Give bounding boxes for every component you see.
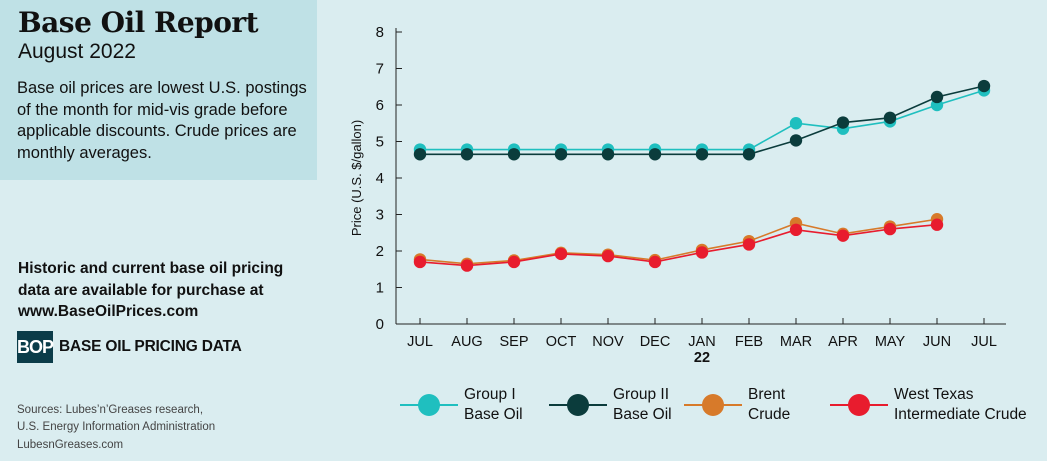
series-group-ii-base-oil bbox=[413, 79, 991, 161]
y-axis-title: Price (U.S. $/gallon) bbox=[349, 120, 364, 236]
x-tick-label-aug-1: AUG bbox=[451, 334, 482, 350]
legend-label-wti-l1: West Texas bbox=[894, 386, 974, 403]
y-tick-label-5: 5 bbox=[376, 134, 384, 151]
series-line-west-texas-intermediate-crude bbox=[419, 223, 938, 267]
y-tick-label-0: 0 bbox=[376, 316, 384, 333]
point-group-ii-base-oil-jul-12 bbox=[977, 79, 991, 93]
point-west-texas-intermediate-crude-apr-9 bbox=[836, 229, 850, 242]
x-tick-label-sep-2: SEP bbox=[499, 334, 528, 350]
legend-label-brent-l1: Brent bbox=[748, 386, 786, 403]
series-line-brent-crude bbox=[419, 218, 938, 265]
legend-label-group2-l1: Group II bbox=[613, 386, 669, 403]
title-panel: Base Oil Report August 2022 Base oil pri… bbox=[0, 0, 317, 180]
series-group-i-base-oil bbox=[413, 84, 991, 156]
x-tick-sublabel-jan: 22 bbox=[694, 350, 710, 366]
point-group-ii-base-oil-jun-11 bbox=[930, 90, 944, 104]
legend-item-group1: Group I Base Oil bbox=[400, 383, 604, 427]
point-west-texas-intermediate-crude-feb-7 bbox=[742, 238, 756, 251]
point-west-texas-intermediate-crude-jan-6 bbox=[695, 246, 709, 259]
point-group-ii-base-oil-mar-8 bbox=[789, 134, 803, 147]
report-title: Base Oil Report bbox=[18, 6, 259, 39]
x-tick-label-jul-0: JUL bbox=[407, 334, 433, 350]
bop-logo: BOP BASE OIL PRICING DATA bbox=[17, 330, 242, 364]
x-tick-label-jul-12: JUL bbox=[971, 334, 997, 350]
legend-item-group2: Group II Base Oil bbox=[549, 383, 753, 427]
bop-logo-mark: BOP bbox=[17, 331, 54, 363]
point-west-texas-intermediate-crude-aug-1 bbox=[460, 259, 474, 272]
site-credit: LubesnGreases.com bbox=[17, 439, 124, 451]
series-brent-crude bbox=[413, 213, 944, 270]
point-west-texas-intermediate-crude-may-10 bbox=[883, 222, 897, 236]
point-group-i-base-oil-mar-8 bbox=[789, 117, 803, 130]
x-tick-label-dec-5: DEC bbox=[640, 334, 671, 350]
x-tick-label-jun-11: JUN bbox=[923, 334, 951, 350]
x-tick-label-feb-7: FEB bbox=[735, 334, 763, 350]
price-line-chart: 0 1 2 3 4 5 6 7 8 Price (U.S. $/gallon) JUL AUG SEP O… bbox=[349, 24, 1006, 366]
y-tick-label-1: 1 bbox=[376, 280, 384, 297]
report-date: August 2022 bbox=[18, 40, 136, 63]
point-group-ii-base-oil-aug-1 bbox=[460, 148, 474, 161]
x-tick-label-mar-8: MAR bbox=[780, 334, 812, 350]
point-west-texas-intermediate-crude-nov-4 bbox=[601, 249, 615, 263]
point-group-ii-base-oil-apr-9 bbox=[836, 116, 850, 129]
point-west-texas-intermediate-crude-jun-11 bbox=[930, 218, 944, 231]
chart-axes: 0 1 2 3 4 5 6 7 8 Price (U.S. $/gallon) JUL AUG SEP O… bbox=[349, 24, 1006, 366]
series-west-texas-intermediate-crude bbox=[413, 218, 944, 272]
y-tick-label-7: 7 bbox=[376, 61, 384, 78]
legend-swatch-brent bbox=[684, 383, 742, 427]
point-group-ii-base-oil-feb-7 bbox=[742, 148, 756, 161]
promo-line-2: data are available for purchase at bbox=[18, 281, 264, 299]
legend-label-brent-l2: Crude bbox=[748, 406, 791, 423]
point-west-texas-intermediate-crude-jul-0 bbox=[413, 255, 427, 269]
legend-label-group1-l2: Base Oil bbox=[464, 406, 523, 423]
legend-item-brent: Brent Crude bbox=[684, 383, 888, 427]
point-west-texas-intermediate-crude-mar-8 bbox=[789, 223, 803, 237]
point-west-texas-intermediate-crude-dec-5 bbox=[648, 255, 662, 269]
point-group-ii-base-oil-may-10 bbox=[883, 111, 897, 124]
legend-label-group1-l1: Group I bbox=[464, 386, 516, 403]
x-tick-label-oct-3: OCT bbox=[546, 334, 577, 350]
chart-series bbox=[413, 79, 991, 272]
series-line-group-i-base-oil bbox=[420, 89, 985, 151]
point-west-texas-intermediate-crude-sep-2 bbox=[507, 255, 521, 269]
legend-label-wti-l2: Intermediate Crude bbox=[894, 406, 1027, 423]
report-description: Base oil prices are lowest U.S. postings… bbox=[17, 79, 307, 162]
point-group-ii-base-oil-jan-6 bbox=[695, 148, 709, 161]
x-tick-label-may-10: MAY bbox=[875, 334, 906, 350]
sources-line-1: Sources: Lubes’n’Greases research, bbox=[17, 404, 204, 416]
x-tick-label-apr-9: APR bbox=[828, 334, 858, 350]
legend-item-wti: West Texas Intermediate Crude bbox=[830, 383, 1047, 427]
point-group-ii-base-oil-nov-4 bbox=[601, 148, 615, 161]
point-group-ii-base-oil-dec-5 bbox=[648, 148, 662, 161]
legend-label-group2-l2: Base Oil bbox=[613, 406, 672, 423]
x-tick-label-nov-4: NOV bbox=[592, 334, 624, 350]
sources-line-2: U.S. Energy Information Administration bbox=[17, 421, 216, 433]
y-tick-label-8: 8 bbox=[376, 24, 384, 41]
point-west-texas-intermediate-crude-oct-3 bbox=[554, 247, 568, 261]
y-tick-label-3: 3 bbox=[376, 207, 384, 224]
point-group-ii-base-oil-oct-3 bbox=[554, 148, 568, 161]
promo-line-1: Historic and current base oil pricing bbox=[18, 260, 284, 277]
point-group-ii-base-oil-sep-2 bbox=[507, 148, 521, 161]
chart-legend: Group I Base Oil Group II Base Oil Brent Cr… bbox=[400, 383, 1040, 433]
bop-logo-text: BASE OIL PRICING DATA bbox=[59, 338, 242, 355]
x-tick-label-jan-6: JAN bbox=[688, 334, 715, 350]
pricing-promo: Historic and current base oil pricing da… bbox=[18, 258, 298, 323]
legend-swatch-wti bbox=[830, 383, 888, 427]
y-tick-label-6: 6 bbox=[376, 97, 384, 114]
y-tick-label-4: 4 bbox=[376, 170, 384, 187]
legend-swatch-group2 bbox=[549, 383, 607, 427]
point-group-ii-base-oil-jul-0 bbox=[413, 148, 427, 161]
legend-swatch-group1 bbox=[400, 383, 458, 427]
promo-url-link[interactable]: www.BaseOilPrices.com bbox=[18, 303, 199, 320]
sources-note: Sources: Lubes’n’Greases research, U.S. … bbox=[17, 402, 277, 436]
y-tick-label-2: 2 bbox=[376, 243, 384, 260]
